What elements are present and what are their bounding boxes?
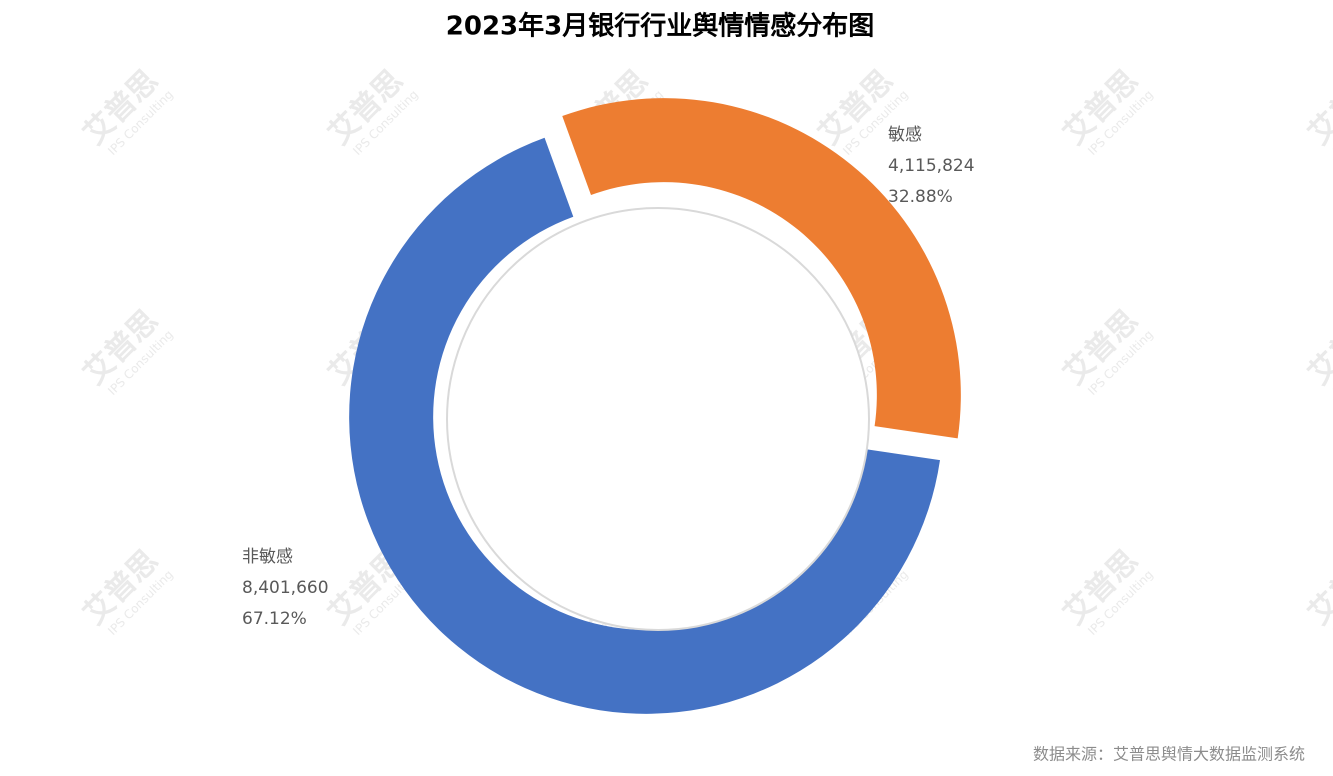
watermark-text: 艾普思: [1302, 303, 1333, 391]
category-label: 非敏感: [242, 547, 293, 567]
chart-title: 2023年3月银行行业舆情情感分布图: [446, 11, 874, 42]
percent-label: 32.88%: [888, 187, 953, 207]
value-label: 4,115,824: [888, 156, 975, 176]
source-note: 数据来源：艾普思舆情大数据监测系统: [1033, 745, 1305, 764]
category-label: 敏感: [888, 125, 922, 145]
value-label: 8,401,660: [242, 578, 329, 598]
donut: 敏感 4,115,824 32.88% 非敏感 8,401,660 67.12%: [242, 98, 975, 714]
percent-label: 67.12%: [242, 609, 307, 629]
watermark-text: 艾普思: [1302, 543, 1333, 631]
donut-hole: [446, 207, 870, 631]
donut-slice: [349, 137, 940, 714]
donut-slice: [562, 98, 961, 439]
watermark-text: 艾普思: [1302, 63, 1333, 151]
